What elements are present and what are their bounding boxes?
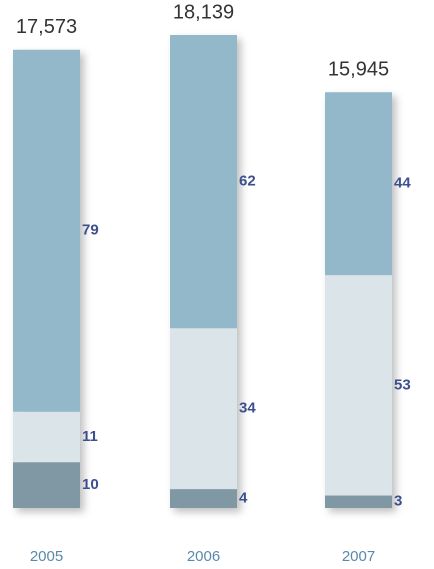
total-label: 15,945 — [328, 58, 389, 80]
segment-label: 79 — [82, 222, 99, 239]
bar-segment — [170, 328, 237, 490]
bar-segment — [13, 411, 80, 463]
segment-label: 11 — [82, 428, 98, 445]
bar-segment — [170, 35, 237, 329]
bar-segment — [13, 49, 80, 412]
segment-label: 3 — [394, 493, 402, 510]
x-tick-label: 2005 — [30, 548, 63, 565]
bar-segment — [325, 495, 392, 508]
segment-label: 62 — [239, 173, 256, 190]
x-tick-label: 2007 — [342, 548, 375, 565]
bar-group — [170, 35, 237, 508]
bar-segment — [170, 489, 237, 508]
total-label: 17,573 — [16, 16, 77, 38]
bar-group — [13, 49, 80, 508]
x-tick-label: 2006 — [187, 548, 220, 565]
segment-label: 34 — [239, 400, 256, 417]
segment-label: 4 — [239, 490, 248, 507]
segment-label: 10 — [82, 476, 99, 493]
segment-label: 53 — [394, 376, 411, 393]
bar-group — [325, 92, 392, 508]
bar-segment — [13, 462, 80, 508]
bar-segment — [325, 275, 392, 496]
segment-label: 44 — [394, 175, 411, 192]
total-label: 18,139 — [173, 1, 234, 23]
bar-segment — [325, 92, 392, 276]
